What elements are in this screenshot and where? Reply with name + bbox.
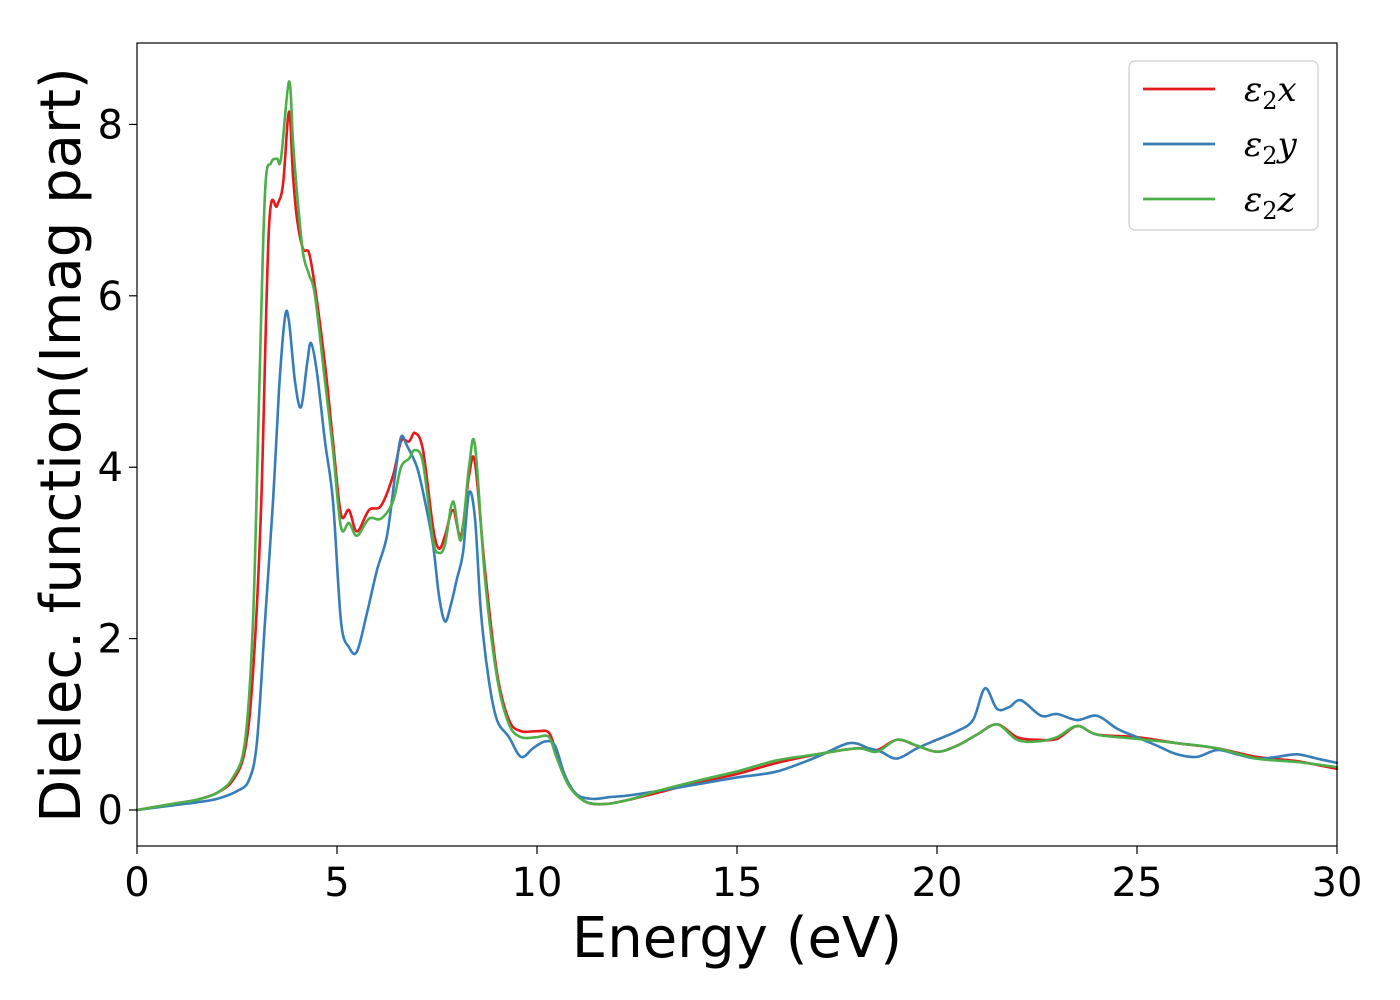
x-tick-label: 25 [1112,860,1163,906]
y-axis-title: Dielec. function(Imag part) [29,67,94,823]
legend-label-y: ε2y [1244,125,1298,170]
y-axis: 0 2 4 6 8 [98,102,137,834]
legend-label-z: ε2z [1244,180,1297,225]
x-axis: 0 5 10 15 20 25 30 [124,846,1362,906]
y-tick-label: 0 [98,788,123,834]
series-line-y [135,309,1339,812]
y-tick-label: 4 [98,445,123,491]
x-tick-label: 15 [712,860,763,906]
x-tick-label: 20 [912,860,963,906]
x-tick-label: 10 [512,860,563,906]
x-tick-label: 5 [324,860,349,906]
series-line-z [135,80,1339,812]
series-layer [135,80,1339,812]
x-axis-title: Energy (eV) [572,906,902,971]
x-tick-label: 0 [124,860,149,906]
x-tick-label: 30 [1312,860,1363,906]
legend: ε2x ε2y ε2z [1128,60,1319,231]
y-tick-label: 2 [98,617,123,663]
legend-label-x: ε2x [1244,70,1297,115]
y-tick-label: 6 [98,274,123,320]
legend-box [1128,60,1319,231]
y-tick-label: 8 [98,102,123,148]
